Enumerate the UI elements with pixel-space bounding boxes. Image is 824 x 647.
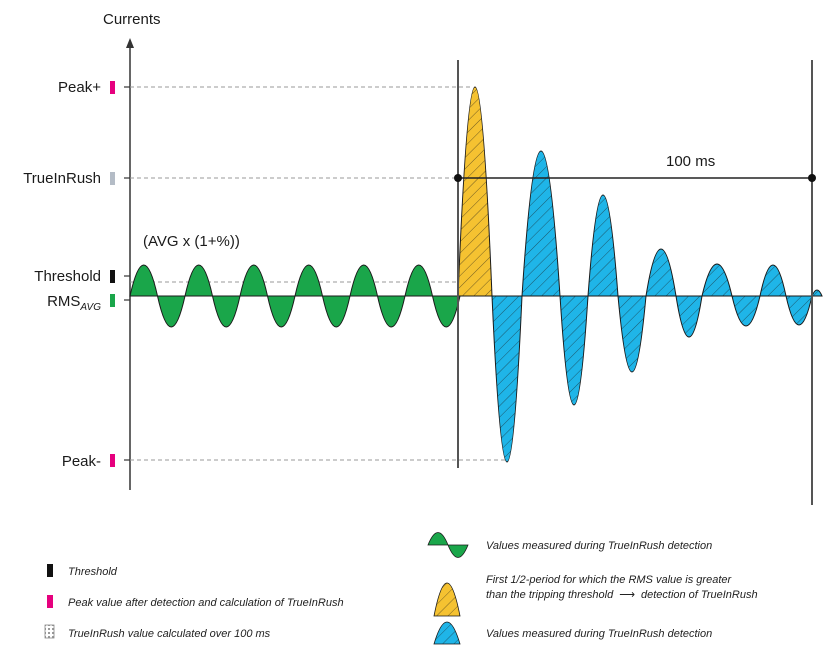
- green-lobe-neg: [156, 295, 186, 328]
- legend-threshold-icon: [47, 564, 53, 577]
- label-peak-plus: Peak+: [58, 79, 101, 96]
- right-arrow-icon: ⟶: [619, 589, 635, 601]
- legend-blue-text: Values measured during TrueInRush detect…: [486, 628, 712, 640]
- blue-lobe-pos-hatch: [522, 151, 560, 296]
- green-lobe-neg: [211, 295, 241, 328]
- label-rms-avg: RMSAVG: [47, 293, 101, 313]
- legend-yellow-line2a: than the tripping threshold: [486, 589, 614, 601]
- blue-lobe-pos-hatch: [588, 195, 618, 296]
- duration-label: 100 ms: [666, 153, 715, 170]
- legend-yellow-wave-icon: [433, 582, 461, 617]
- blue-lobe-neg-hatch: [676, 296, 702, 337]
- legend-green-wave-icon: [427, 532, 469, 558]
- label-threshold: Threshold: [34, 268, 101, 285]
- y-axis-title: Currents: [103, 11, 161, 28]
- legend-green-text: Values measured during TrueInRush detect…: [486, 540, 712, 552]
- yellow-lobe-hatch: [458, 87, 492, 296]
- label-rms-main: RMS: [47, 293, 80, 310]
- blue-lobe-neg-hatch: [618, 296, 646, 372]
- y-axis-arrow-icon: [126, 38, 134, 48]
- green-lobe-pos: [129, 264, 159, 297]
- legend-yellow-text-line1: First 1/2-period for which the RMS value…: [486, 574, 732, 586]
- marker-peak-minus: [110, 454, 115, 467]
- legend-peak-text: Peak value after detection and calculati…: [68, 597, 344, 609]
- green-lobe-pos: [349, 264, 379, 297]
- legend-trueinrush-text: TrueInRush value calculated over 100 ms: [68, 628, 271, 640]
- green-lobe-neg: [321, 295, 351, 328]
- legend-yellow-text-line2: than the tripping threshold ⟶ detection of…: [486, 589, 758, 601]
- green-lobe-neg: [266, 295, 296, 328]
- blue-lobe-pos-hatch: [760, 265, 786, 296]
- blue-lobe-neg-hatch: [492, 296, 522, 462]
- blue-lobe-neg-hatch: [732, 296, 760, 326]
- blue-wave-inrush: [491, 150, 823, 463]
- marker-rms-avg: [110, 294, 115, 307]
- legend-threshold-text: Threshold: [68, 566, 118, 578]
- green-lobe-pos: [294, 264, 324, 297]
- green-lobe-neg: [376, 295, 406, 328]
- yellow-first-half-period: [457, 86, 493, 297]
- avg-formula: (AVG x (1+%)): [143, 233, 240, 250]
- blue-lobe-pos-hatch: [646, 249, 676, 296]
- legend-peak-icon: [47, 595, 53, 608]
- duration-end-dot: [808, 174, 816, 182]
- green-lobe-pos: [184, 264, 214, 297]
- green-lobe-pos: [404, 264, 434, 297]
- marker-trueinrush: [110, 172, 115, 185]
- green-wave-pre-detection: [129, 264, 461, 328]
- legend-hatched-icon: [44, 624, 55, 639]
- label-peak-minus: Peak-: [62, 453, 101, 470]
- marker-threshold: [110, 270, 115, 283]
- label-trueinrush: TrueInRush: [23, 170, 101, 187]
- blue-lobe-pos-hatch: [812, 290, 822, 296]
- blue-lobe-pos-hatch: [702, 264, 732, 296]
- duration-start-dot: [454, 174, 462, 182]
- blue-lobe-neg-hatch: [560, 296, 588, 405]
- label-rms-sub: AVG: [79, 302, 101, 313]
- legend-blue-wave-icon: [433, 621, 461, 645]
- marker-peak-plus: [110, 81, 115, 94]
- green-lobe-pos: [239, 264, 269, 297]
- legend-yellow-line2b: detection of TrueInRush: [641, 589, 758, 601]
- blue-lobe-neg-hatch: [786, 296, 812, 325]
- green-lobe-neg: [431, 295, 461, 328]
